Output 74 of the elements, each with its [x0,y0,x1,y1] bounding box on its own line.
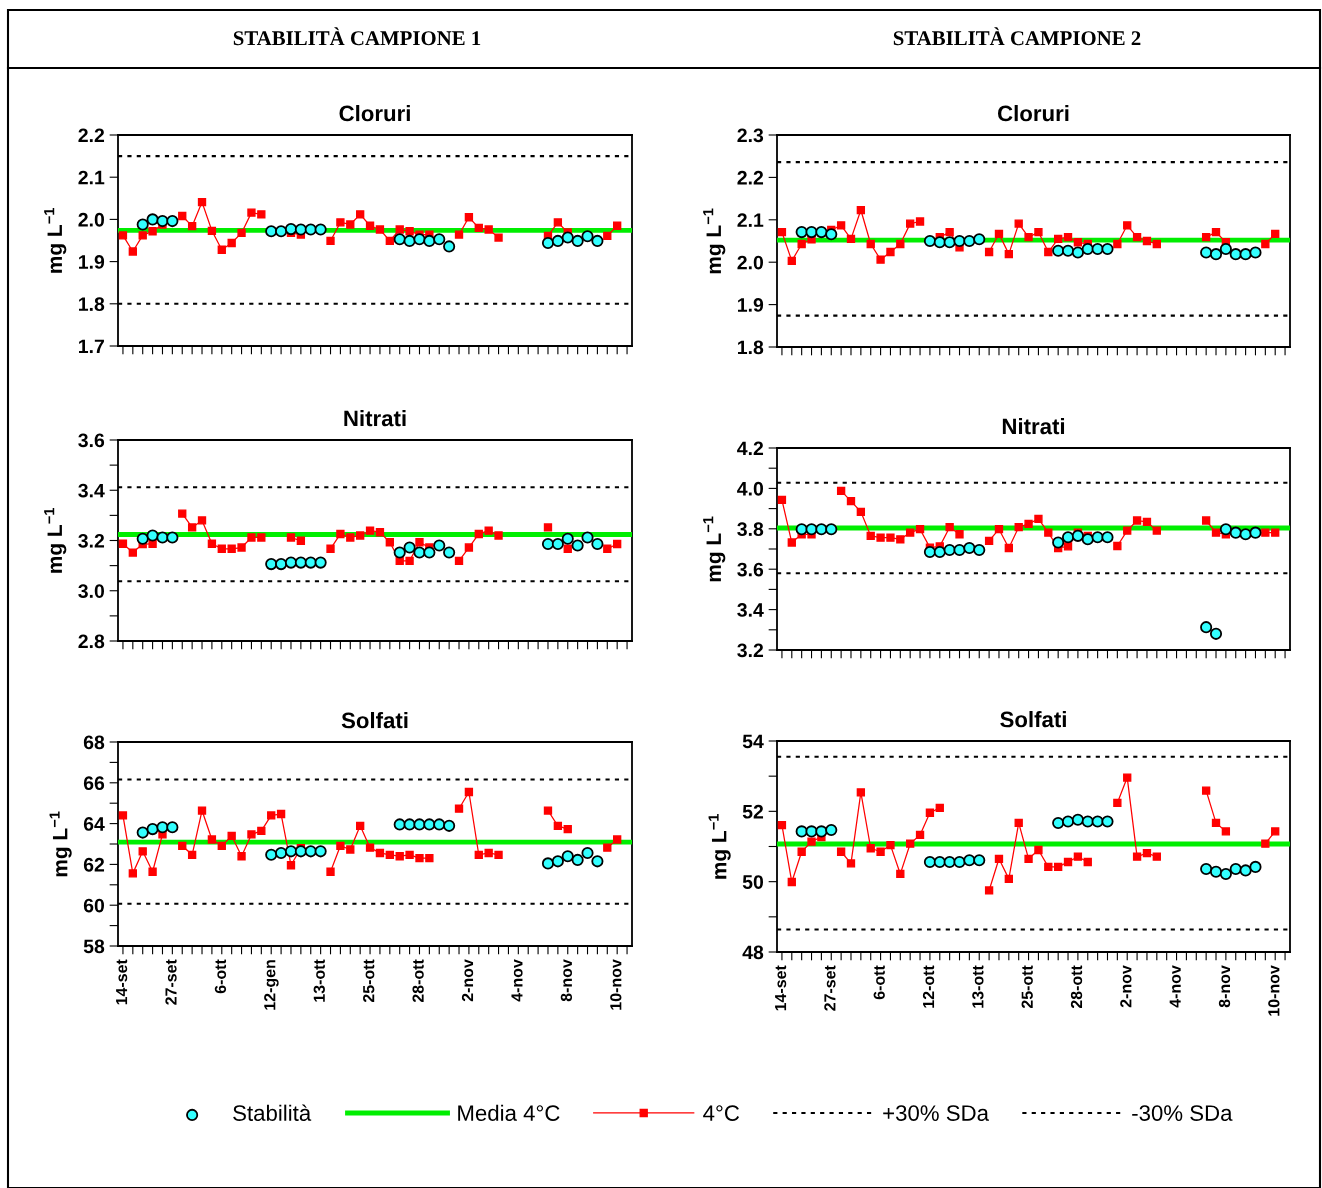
x-tick-label: 2-nov [461,959,474,1002]
x-tick-label: 12-ott [922,965,935,1008]
y-tick-label: 3.6 [78,433,105,448]
x-tick-label: 2-nov [1120,965,1132,1008]
x-tick-label: 14-set [775,965,787,1011]
y-tick-label: 62 [83,857,105,872]
y-tick-label: 48 [742,945,764,960]
y-tick-label: 50 [742,875,764,889]
y-tick-label: 1.9 [79,255,105,269]
y-tick-label: 3.0 [78,584,105,599]
x-tick-label: 4-nov [511,959,523,1002]
y-tick-label: 3.2 [78,533,105,548]
chart-title: Solfati [341,712,408,729]
x-tick-label: 10-nov [610,959,622,1010]
x-tick-label: 13-ott [972,965,984,1008]
y-tick-label: 3.2 [737,643,764,658]
y-tick-label: 60 [83,898,105,913]
legend-label: Stabilità [233,1104,312,1121]
y-tick-label: 2.0 [78,212,105,227]
y-tick-label: 52 [742,804,764,819]
y-tick-label: 1.8 [79,297,105,312]
y-tick-label: 3.8 [737,522,764,537]
y-tick-label: 1.7 [79,339,104,354]
y-axis-title: mg L$^{−1}$ [49,811,72,877]
x-tick-label: 6-ott [214,959,227,994]
text: STABILITÀ CAMPIONE 2 [893,27,1141,46]
y-tick-label: 68 [83,735,105,750]
text: STABILITÀ CAMPIONE 1 [233,27,481,46]
y-tick-label: 1.8 [738,340,764,355]
x-tick-label: 28-ott [1070,965,1083,1009]
legend-label: +30% SDa [883,1105,989,1121]
y-axis-title: mg L$^{−1}$ [703,516,726,582]
x-tick-label: 12-gen [264,960,279,1010]
y-tick-label: 54 [742,734,764,749]
y-tick-label: 3.6 [737,562,764,577]
chart-title: Solfati [1000,711,1066,728]
y-tick-label: 2.1 [737,213,764,227]
y-tick-label: 64 [83,817,105,831]
x-tick-label: 27-set [824,965,836,1011]
y-tick-label: 58 [83,939,105,954]
legend-label: -30% SDa [1132,1105,1233,1121]
legend-label: 4°C [703,1105,740,1121]
y-tick-label: 3.4 [78,483,105,498]
chart-title: Nitrati [344,410,406,427]
y-tick-label: 3.4 [737,603,764,617]
x-tick-label: 28-ott [412,959,424,1003]
y-axis-title: mg L$^{−1}$ [44,507,67,573]
y-tick-label: 2.3 [737,128,764,143]
x-tick-label: 10-nov [1268,965,1280,1016]
chart-title: Cloruri [997,105,1069,122]
y-tick-label: 2.2 [78,128,105,143]
y-tick-label: 4.0 [737,481,764,496]
x-tick-label: 4-nov [1169,965,1181,1008]
y-tick-label: 2.2 [737,170,764,185]
y-tick-label: 1.9 [738,298,764,312]
y-axis-title: mg L$^{−1}$ [703,208,726,274]
y-tick-label: 2.8 [78,634,105,649]
y-tick-label: 2.1 [78,170,105,185]
x-tick-label: 25-ott [1021,965,1033,1009]
y-axis-title: mg L$^{−1}$ [44,207,67,273]
y-axis-title: mg L$^{−1}$ [708,813,731,879]
y-tick-label: 2.0 [737,255,764,270]
x-tick-label: 25-ott [363,959,375,1003]
y-tick-label: 4.2 [737,441,764,456]
x-tick-label: 13-ott [313,959,325,1002]
legend-label: Media 4°C [458,1104,560,1121]
x-tick-label: 6-ott [873,965,885,1000]
x-tick-label: 14-set [116,959,128,1005]
chart-title: Cloruri [339,105,410,122]
y-tick-label: 66 [83,776,105,791]
x-tick-label: 8-nov [560,959,573,1002]
chart-title: Nitrati [1002,418,1065,435]
x-tick-label: 27-set [165,959,177,1005]
x-tick-label: 8-nov [1218,965,1231,1008]
